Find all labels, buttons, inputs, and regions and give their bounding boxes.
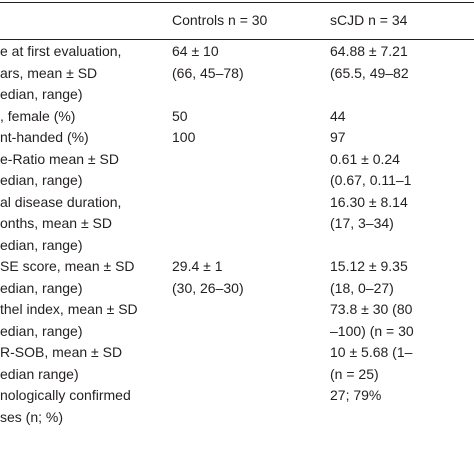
row-label: al disease duration, — [0, 193, 122, 210]
cell-value: 10 ± 5.68 (1– — [330, 344, 413, 360]
cell-value: 64 ± 10 — [172, 43, 219, 59]
row-label: e at first evaluation, — [0, 43, 122, 59]
cell-value: (65.5, 49–82 — [330, 64, 409, 81]
cell-value: 44 — [330, 107, 346, 124]
cell-value: 100 — [172, 129, 196, 145]
cell-value: 50 — [172, 107, 188, 124]
row-label: onths, mean ± SD — [0, 215, 112, 231]
row-label: edian, range) — [0, 172, 83, 188]
row-label: edian range) — [0, 365, 79, 382]
cell-value: (17, 3–34) — [330, 215, 394, 231]
row-label: SE score, mean ± SD — [0, 258, 135, 274]
cell-value: (18, 0–27) — [330, 279, 394, 296]
header-rule — [0, 39, 474, 40]
cell-value: 29.4 ± 1 — [172, 258, 223, 274]
cell-value: 64.88 ± 7.21 — [330, 43, 408, 59]
cell-value: (n = 25) — [330, 365, 379, 382]
cell-value: (0.67, 0.11–1 — [330, 172, 412, 188]
row-label: thel index, mean ± SD — [0, 301, 138, 317]
cell-value: –100) (n = 30 — [330, 322, 414, 339]
column-header: sCJD n = 34 — [330, 12, 408, 28]
cell-value: 27; 79% — [330, 387, 382, 403]
row-label: R-SOB, mean ± SD — [0, 344, 123, 360]
top-rule — [0, 2, 474, 3]
cell-value: (30, 26–30) — [172, 279, 244, 296]
row-label: , female (%) — [0, 107, 76, 124]
row-label: nt-handed (%) — [0, 129, 89, 145]
cell-value: 0.61 ± 0.24 — [330, 150, 400, 167]
row-label: edian, range) — [0, 86, 83, 102]
row-label: e-Ratio mean ± SD — [0, 150, 119, 167]
column-header: Controls n = 30 — [172, 12, 268, 28]
cell-value: 73.8 ± 30 (80 — [330, 301, 413, 317]
row-label: ses (n; %) — [0, 408, 64, 425]
row-label: nologically confirmed — [0, 387, 131, 403]
cell-value: 16.30 ± 8.14 — [330, 193, 408, 210]
row-label: ars, mean ± SD — [0, 64, 98, 81]
cell-value: 97 — [330, 129, 346, 145]
cell-value: (66, 45–78) — [172, 64, 244, 81]
row-label: edian, range) — [0, 322, 83, 339]
cell-value: 15.12 ± 9.35 — [330, 258, 408, 274]
row-label: edian, range) — [0, 236, 83, 253]
row-label: edian, range) — [0, 279, 83, 296]
